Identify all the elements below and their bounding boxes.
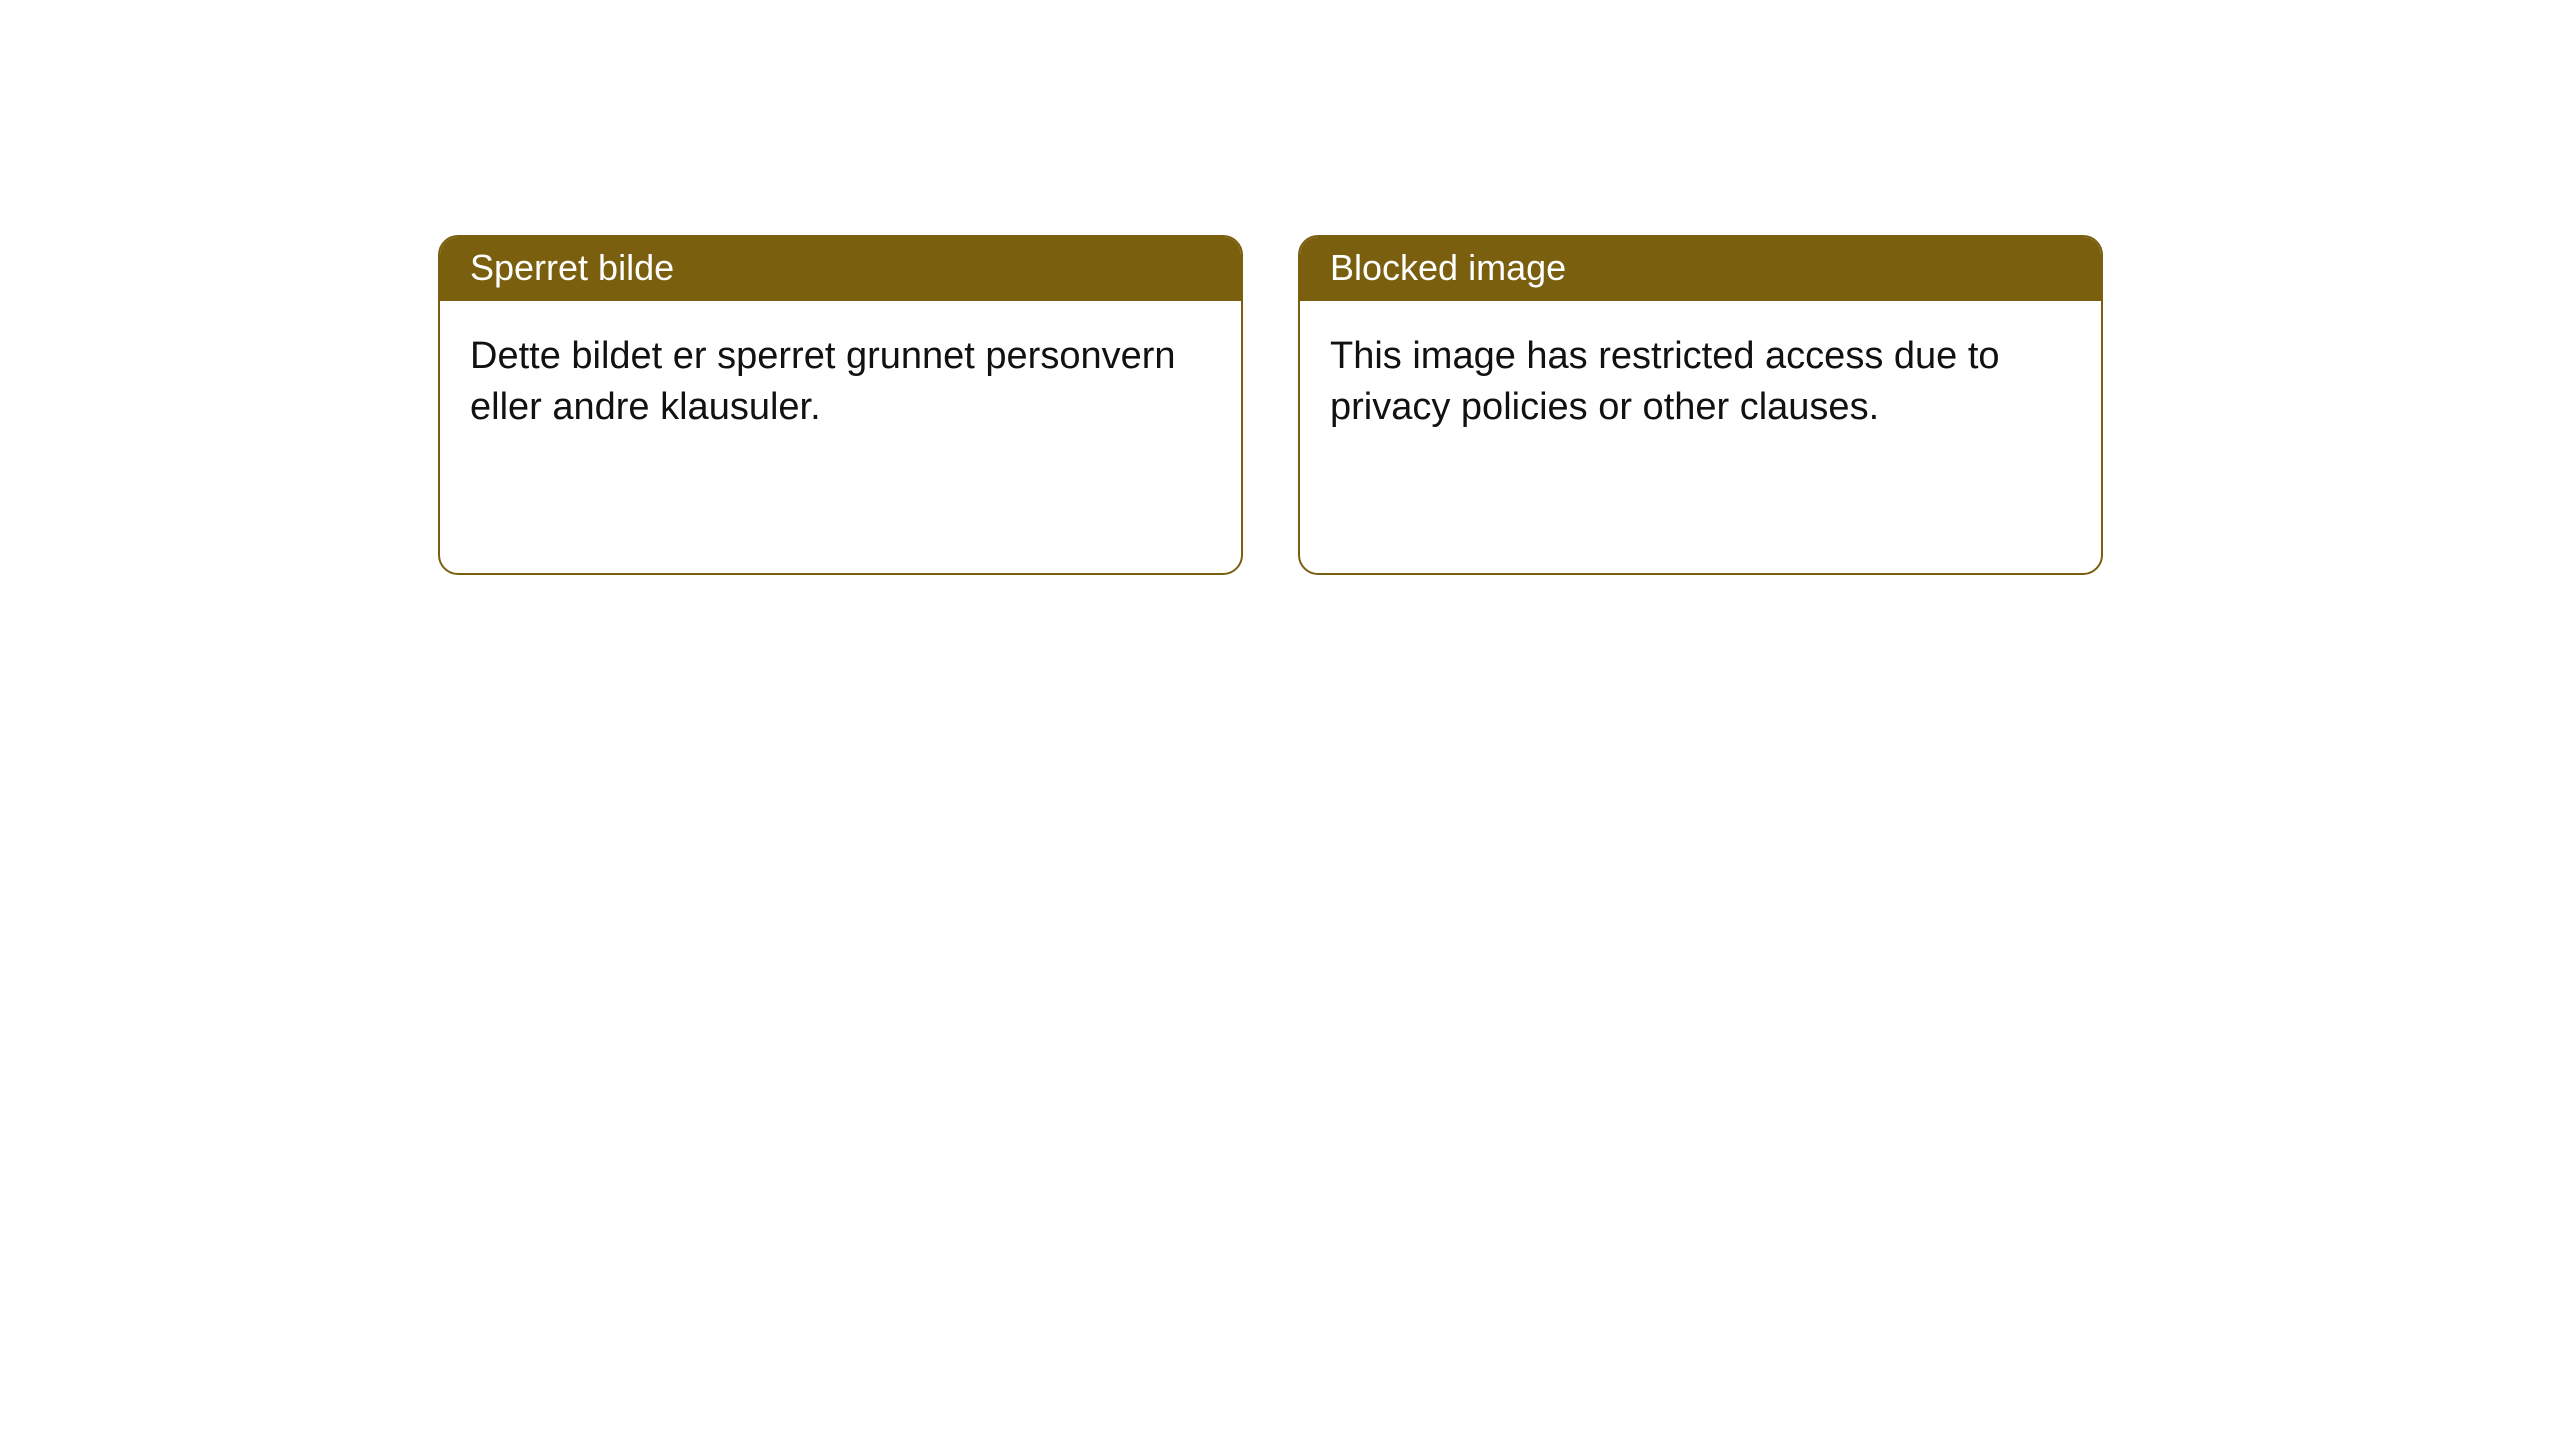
header-text: Sperret bilde	[470, 247, 674, 288]
body-text: Dette bildet er sperret grunnet personve…	[470, 335, 1176, 428]
notice-container: Sperret bilde Dette bildet er sperret gr…	[438, 235, 2103, 575]
header-text: Blocked image	[1330, 247, 1566, 288]
notice-card-english: Blocked image This image has restricted …	[1298, 235, 2103, 575]
body-text: This image has restricted access due to …	[1330, 335, 2000, 428]
notice-card-norwegian: Sperret bilde Dette bildet er sperret gr…	[438, 235, 1243, 575]
card-body-english: This image has restricted access due to …	[1300, 301, 2101, 464]
card-header-english: Blocked image	[1300, 237, 2101, 301]
card-body-norwegian: Dette bildet er sperret grunnet personve…	[440, 301, 1241, 464]
card-header-norwegian: Sperret bilde	[440, 237, 1241, 301]
